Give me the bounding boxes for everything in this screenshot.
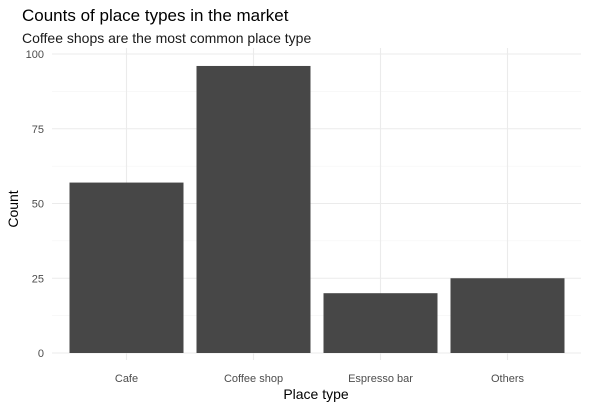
chart-subtitle: Coffee shops are the most common place t…	[22, 30, 311, 46]
y-tick-label: 75	[32, 124, 44, 136]
y-axis-title: Count	[5, 190, 21, 227]
y-tick-label: 0	[38, 348, 44, 360]
x-tick-label: Espresso bar	[348, 373, 413, 385]
bars-group	[69, 65, 565, 354]
x-axis-title: Place type	[283, 386, 349, 402]
x-tick-label: Coffee shop	[224, 373, 283, 385]
y-tick-label: 50	[32, 199, 44, 211]
y-axis-ticks: 0 25 50 75 100	[26, 49, 44, 360]
y-tick-label: 25	[32, 273, 44, 285]
bar-coffee-shop	[196, 65, 311, 354]
chart-title: Counts of place types in the market	[22, 6, 289, 25]
x-axis-ticks: Cafe Coffee shop Espresso bar Others	[115, 373, 525, 385]
bar-others	[450, 278, 565, 353]
bar-cafe	[69, 182, 184, 353]
bar-espresso-bar	[323, 293, 438, 353]
x-tick-label: Others	[491, 373, 525, 385]
x-tick-label: Cafe	[115, 373, 138, 385]
y-tick-label: 100	[26, 49, 44, 61]
